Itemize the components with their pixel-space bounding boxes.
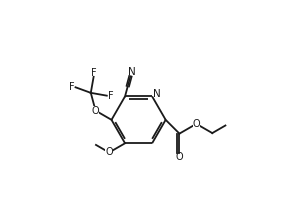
Text: O: O (105, 148, 113, 157)
Text: F: F (91, 68, 97, 78)
Text: O: O (92, 106, 99, 116)
Text: O: O (193, 119, 200, 129)
Text: N: N (128, 67, 136, 77)
Text: N: N (153, 89, 161, 99)
Text: F: F (108, 91, 113, 101)
Text: F: F (69, 82, 74, 92)
Text: O: O (176, 152, 183, 162)
